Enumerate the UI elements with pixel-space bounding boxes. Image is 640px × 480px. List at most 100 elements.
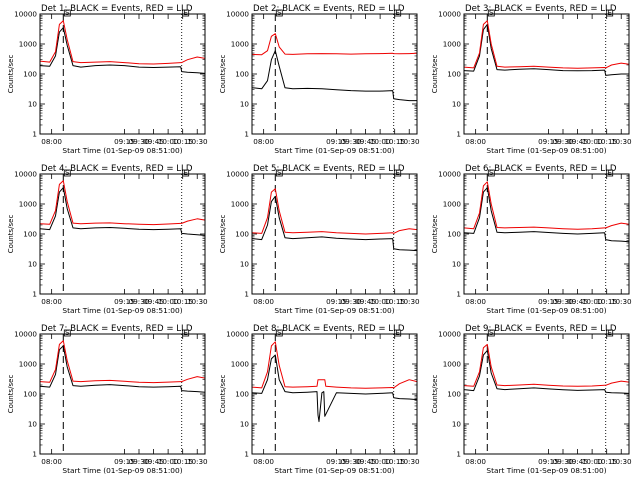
lld-series-line (39, 340, 206, 384)
y-tick-label: 100 (23, 390, 37, 399)
plot-frame (39, 333, 206, 455)
x-tick-label: 09:45 (143, 297, 164, 306)
y-tick-label: 10 (28, 100, 38, 109)
lld-series-line (251, 188, 418, 235)
plot-frame (39, 173, 206, 295)
lld-series-line (39, 20, 206, 65)
x-tick-label: 09:45 (355, 297, 376, 306)
events-series-line (39, 345, 206, 393)
end-flag-label: E (607, 328, 612, 337)
x-tick-label: 10:00 (158, 457, 179, 466)
y-tick-label: 10000 (438, 170, 461, 179)
start-flag-label: S (65, 328, 70, 337)
end-flag (606, 9, 614, 17)
lld-series-line (251, 341, 418, 389)
x-tick-label: 09:30 (553, 457, 574, 466)
panel-title: Det 9: BLACK = Events, RED = LLD (465, 324, 617, 334)
y-tick-label: 100 (235, 70, 249, 79)
end-flag (182, 329, 190, 337)
detector-panel-9: Det 9: BLACK = Events, RED = LLD Counts/s… (431, 324, 632, 475)
events-series-line (251, 195, 418, 252)
plot-frame (463, 173, 630, 295)
x-tick-label: 10:00 (370, 137, 391, 146)
events-series-line (39, 27, 206, 74)
x-axis-label: Start Time (01-Sep-09 08:51:00) (62, 146, 182, 155)
y-tick-label: 10 (452, 260, 462, 269)
y-tick-label: 100 (447, 70, 461, 79)
events-series-line (463, 350, 630, 394)
detector-panel-7: Det 7: BLACK = Events, RED = LLD Counts/s… (7, 324, 208, 475)
y-tick-label: 10000 (226, 170, 249, 179)
lld-series-line (463, 343, 630, 387)
x-tick-label: 09:45 (567, 137, 588, 146)
y-tick-label: 1000 (443, 360, 462, 369)
x-tick-label: 09:30 (129, 137, 150, 146)
x-tick-label: 10:00 (370, 297, 391, 306)
x-tick-label: 09:15 (114, 457, 135, 466)
y-tick-label: 10000 (438, 330, 461, 339)
y-tick-label: 10000 (226, 330, 249, 339)
y-axis-label: Counts/sec (7, 55, 15, 94)
start-flag-label: S (277, 168, 282, 177)
x-tick-label: 08:00 (465, 297, 486, 306)
y-tick-label: 1 (244, 130, 249, 139)
x-tick-label: 10:30 (611, 297, 632, 306)
lld-series-line (251, 33, 418, 56)
start-flag-label: S (65, 168, 70, 177)
panel-title: Det 4: BLACK = Events, RED = LLD (41, 164, 193, 174)
detector-panel-1: Det 1: BLACK = Events, RED = LLD Counts/s… (7, 4, 208, 155)
detector-panel-2: Det 2: BLACK = Events, RED = LLD Counts/s… (219, 4, 420, 155)
y-tick-label: 1000 (231, 200, 250, 209)
start-flag (275, 329, 283, 337)
start-flag-label: S (277, 328, 282, 337)
y-tick-label: 1000 (19, 200, 38, 209)
x-tick-label: 10:30 (399, 137, 420, 146)
end-flag (606, 329, 614, 337)
y-tick-label: 10000 (14, 170, 37, 179)
start-flag-label: S (65, 8, 70, 17)
detector-panel-6: Det 6: BLACK = Events, RED = LLD Counts/s… (431, 164, 632, 315)
y-tick-label: 1 (32, 290, 37, 299)
y-tick-label: 10000 (438, 10, 461, 19)
plot-frame (39, 13, 206, 135)
y-tick-label: 1 (244, 290, 249, 299)
y-tick-label: 10000 (14, 10, 37, 19)
panel-title: Det 2: BLACK = Events, RED = LLD (253, 4, 405, 14)
x-tick-label: 09:15 (326, 137, 347, 146)
end-flag (394, 9, 402, 17)
y-axis-label: Counts/sec (431, 55, 439, 94)
end-flag-label: E (395, 328, 400, 337)
x-tick-label: 09:15 (538, 137, 559, 146)
start-flag-label: S (489, 328, 494, 337)
y-tick-label: 100 (447, 390, 461, 399)
end-flag-label: E (395, 168, 400, 177)
x-tick-label: 09:15 (114, 137, 135, 146)
lld-series-line (463, 20, 630, 69)
x-tick-label: 10:15 (384, 297, 405, 306)
detector-panel-8: Det 8: BLACK = Events, RED = LLD Counts/s… (219, 324, 420, 475)
x-tick-label: 09:45 (567, 297, 588, 306)
end-flag-label: E (183, 328, 188, 337)
events-series-line (463, 187, 630, 243)
end-flag-label: E (607, 168, 612, 177)
end-flag-label: E (183, 8, 188, 17)
y-tick-label: 100 (23, 230, 37, 239)
y-axis-label: Counts/sec (219, 215, 227, 254)
x-axis-label: Start Time (01-Sep-09 08:51:00) (274, 306, 394, 315)
x-tick-label: 10:30 (187, 297, 208, 306)
plot-frame (463, 333, 630, 455)
x-tick-label: 08:00 (465, 137, 486, 146)
x-tick-label: 10:15 (596, 457, 617, 466)
x-axis-label: Start Time (01-Sep-09 08:51:00) (486, 306, 606, 315)
y-tick-label: 1000 (443, 200, 462, 209)
x-tick-label: 10:00 (582, 137, 603, 146)
x-tick-label: 09:45 (355, 137, 376, 146)
lld-series-line (39, 180, 206, 226)
y-tick-label: 10000 (14, 330, 37, 339)
x-tick-label: 09:30 (341, 457, 362, 466)
end-flag (606, 169, 614, 177)
events-series-line (463, 23, 629, 76)
x-tick-label: 10:15 (384, 137, 405, 146)
start-flag-label: S (489, 8, 494, 17)
y-tick-label: 10 (28, 420, 38, 429)
